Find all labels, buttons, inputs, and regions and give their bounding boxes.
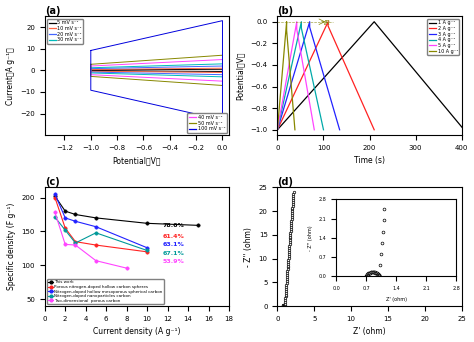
Text: (a): (a) <box>45 5 60 15</box>
Text: 63.1%: 63.1% <box>163 242 184 247</box>
Legend: 40 mV s⁻¹, 50 mV s⁻¹, 100 mV s⁻¹: 40 mV s⁻¹, 50 mV s⁻¹, 100 mV s⁻¹ <box>187 113 227 133</box>
Text: (d): (d) <box>277 176 293 186</box>
Text: 53.9%: 53.9% <box>163 259 184 264</box>
X-axis label: Current density (A g⁻¹): Current density (A g⁻¹) <box>93 327 181 337</box>
X-axis label: Z' (ohm): Z' (ohm) <box>353 327 386 337</box>
Text: (c): (c) <box>45 176 59 186</box>
Text: 67.1%: 67.1% <box>163 251 184 255</box>
X-axis label: Potential（V）: Potential（V） <box>113 156 161 166</box>
Text: (b): (b) <box>277 5 293 15</box>
Legend: This work, Porous nitrogen-doped hollow carbon spheres, Nitrogen-doped hollow me: This work, Porous nitrogen-doped hollow … <box>47 279 164 304</box>
Text: [55]: [55] <box>137 300 146 304</box>
Text: [53]: [53] <box>137 293 146 297</box>
Y-axis label: Specific density (F g⁻¹): Specific density (F g⁻¹) <box>7 203 16 290</box>
Text: IR: IR <box>323 20 330 26</box>
Legend: 1 A g⁻¹, 2 A g⁻¹, 3 A g⁻¹, 4 A g⁻¹, 5 A g⁻¹, 10 A g⁻¹: 1 A g⁻¹, 2 A g⁻¹, 3 A g⁻¹, 4 A g⁻¹, 5 A … <box>428 19 459 55</box>
Text: [52]: [52] <box>137 290 146 293</box>
Text: 61.4%: 61.4% <box>163 234 184 239</box>
Y-axis label: Current（A g⁻¹）: Current（A g⁻¹） <box>6 47 15 105</box>
Y-axis label: Potential（V）: Potential（V） <box>236 52 245 100</box>
Y-axis label: - Z'' (ohm): - Z'' (ohm) <box>244 227 253 267</box>
X-axis label: Time (s): Time (s) <box>354 156 385 166</box>
Text: 78.6%: 78.6% <box>163 223 184 228</box>
Text: [54]: [54] <box>137 297 145 300</box>
